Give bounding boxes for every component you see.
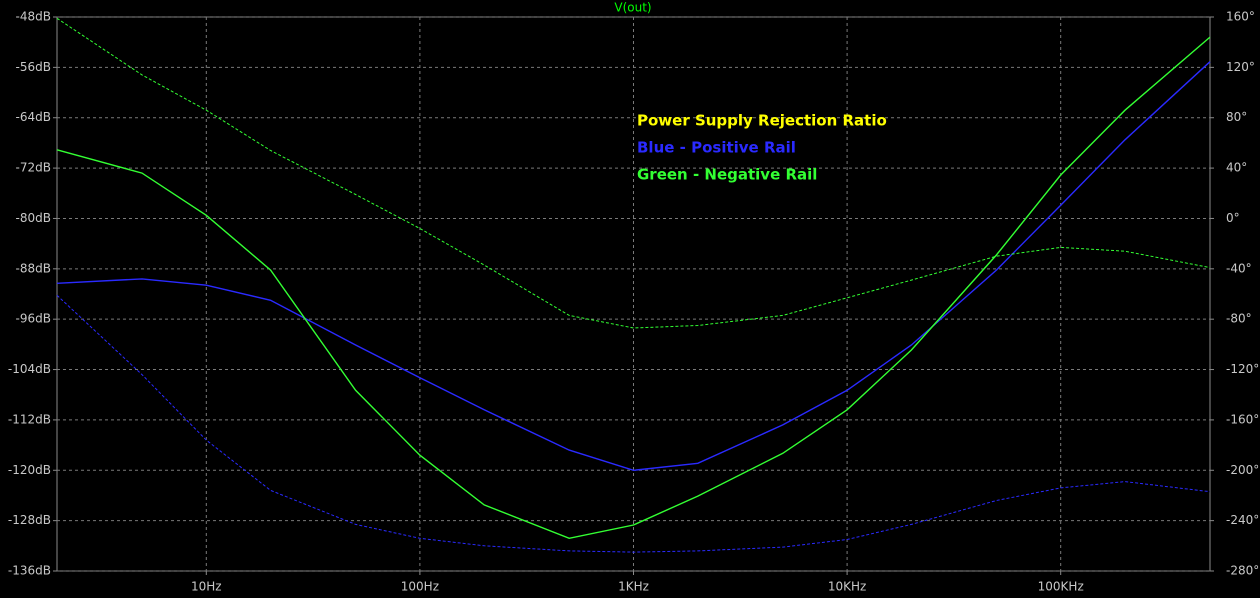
- y-tick-label: -112dB: [8, 412, 51, 426]
- y-tick-label: -136dB: [8, 564, 51, 578]
- y-tick-label: -72dB: [16, 161, 51, 175]
- y2-tick-label: -120°: [1226, 362, 1259, 376]
- y-tick-label: -104dB: [8, 362, 51, 376]
- y2-tick-label: 80°: [1226, 110, 1247, 124]
- y2-tick-label: 120°: [1226, 60, 1255, 74]
- y-tick-label: -128dB: [8, 513, 51, 527]
- y-tick-label: -120dB: [8, 463, 51, 477]
- y2-tick-label: -160°: [1226, 412, 1259, 426]
- y-tick-label: -80dB: [16, 211, 51, 225]
- y-tick-label: -96dB: [16, 312, 51, 326]
- annotation: Power Supply Rejection Ratio: [637, 112, 887, 130]
- y-tick-label: -48dB: [16, 10, 51, 24]
- y2-tick-label: -80°: [1226, 312, 1252, 326]
- x-tick-label: 100Hz: [401, 580, 439, 594]
- series-line: [56, 61, 1211, 472]
- y-tick-label: -88dB: [16, 261, 51, 275]
- y2-tick-label: -280°: [1226, 564, 1259, 578]
- y2-tick-label: -40°: [1226, 261, 1252, 275]
- series-line: [56, 17, 1211, 329]
- annotation: Green - Negative Rail: [637, 166, 817, 184]
- y2-tick-label: 160°: [1226, 10, 1255, 24]
- annotation: Blue - Positive Rail: [637, 139, 796, 157]
- y2-tick-label: -240°: [1226, 513, 1259, 527]
- x-tick-label: 1KHz: [618, 580, 649, 594]
- y-tick-label: -56dB: [16, 60, 51, 74]
- series-line: [56, 36, 1211, 540]
- x-tick-label: 10Hz: [191, 580, 222, 594]
- y2-tick-label: -200°: [1226, 463, 1259, 477]
- chart-title: V(out): [614, 1, 651, 15]
- x-tick-label: 10KHz: [828, 580, 866, 594]
- x-tick-label: 100KHz: [1038, 580, 1084, 594]
- y-tick-label: -64dB: [16, 110, 51, 124]
- y2-tick-label: 40°: [1226, 161, 1247, 175]
- series-line: [56, 294, 1211, 553]
- y2-tick-label: 0°: [1226, 211, 1240, 225]
